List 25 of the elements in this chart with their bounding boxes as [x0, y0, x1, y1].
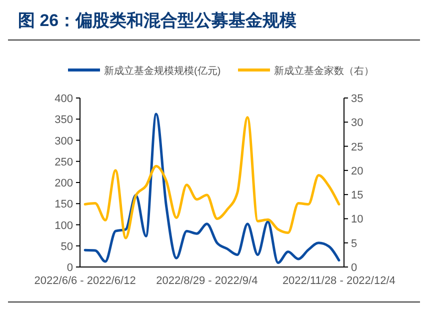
- y-tick-label: 400: [54, 93, 73, 105]
- y-tick-label: 200: [54, 178, 73, 190]
- line-series: [84, 112, 340, 264]
- y2-tick-label: 25: [351, 141, 364, 154]
- y2-tick-label: 10: [351, 214, 364, 226]
- y-tick-label: 50: [60, 240, 73, 253]
- y2-tick-label: 15: [351, 190, 364, 202]
- legend-label: 新成立基金家数（右）: [274, 65, 374, 77]
- line-series: [84, 116, 340, 240]
- chart-title: 图 26：偏股类和混合型公募基金规模: [18, 11, 297, 30]
- y2-tick-label: 20: [351, 165, 364, 178]
- x-tick-label: 2022/11/28 - 2022/12/4: [282, 275, 396, 287]
- legend-label: 新成立基金规模规模(亿元): [104, 65, 221, 77]
- y2-tick-label: 0: [351, 262, 358, 274]
- y-tick-label: 350: [54, 114, 73, 126]
- y2-tick-label: 30: [351, 117, 364, 130]
- y-tick-label: 300: [54, 135, 73, 148]
- y-tick-label: 250: [54, 156, 73, 168]
- y2-tick-label: 35: [351, 93, 364, 105]
- y-tick-label: 0: [66, 262, 73, 274]
- y-tick-label: 100: [54, 220, 73, 232]
- y2-tick-label: 5: [351, 238, 358, 250]
- x-tick-label: 2022/6/6 - 2022/6/12: [34, 275, 136, 287]
- x-tick-label: 2022/8/29 - 2022/9/4: [156, 275, 258, 287]
- y-tick-label: 150: [54, 198, 73, 211]
